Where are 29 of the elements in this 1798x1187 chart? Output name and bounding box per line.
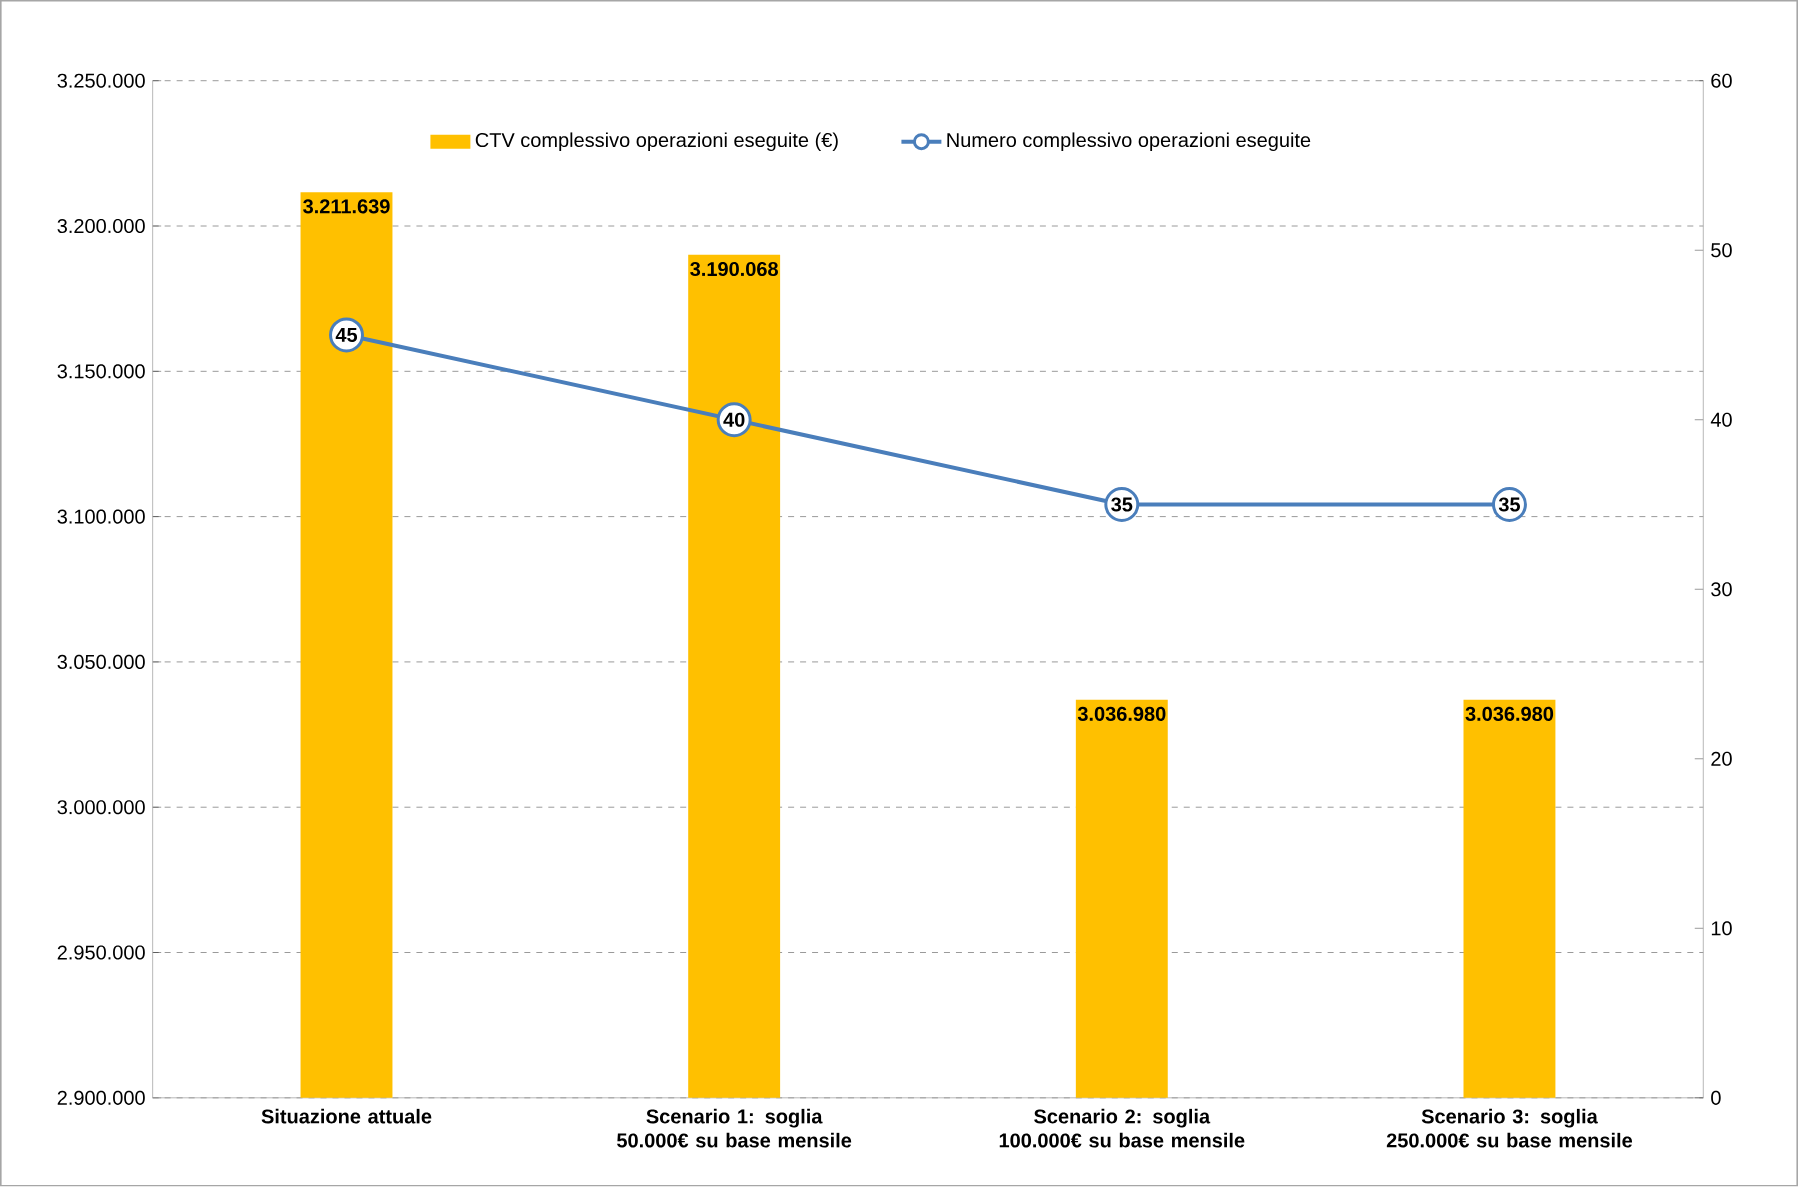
y2-tick-label: 60	[1711, 73, 1732, 89]
data-label: 35	[1498, 497, 1521, 512]
y-tick-label: 2.900.000	[57, 1090, 145, 1106]
y2-tick-label: 0	[1711, 1090, 1721, 1106]
y-tick-label: 3.100.000	[57, 509, 145, 524]
x-tick-label: Scenario 2: soglia 100.000€ su base mensile	[999, 1109, 1245, 1148]
x-tick-label: Situazione attuale	[261, 1109, 432, 1124]
data-label: 40	[723, 412, 745, 428]
data-label: 3.036.980	[1465, 707, 1554, 722]
data-label: 3.211.639	[303, 199, 390, 214]
data-label: 3.190.068	[690, 262, 778, 277]
y2-tick-label: 40	[1710, 412, 1732, 428]
y2-tick-label: 20	[1711, 751, 1732, 767]
x-tick-label: Scenario 3: soglia 250.000€ su base mensile	[1386, 1109, 1633, 1148]
legend-label: CTV complessivo operazioni eseguite (€)	[475, 132, 838, 152]
y-tick-label: 3.000.000	[57, 800, 145, 815]
y-tick-label: 3.250.000	[57, 73, 145, 89]
x-tick-label: Scenario 1: soglia 50.000€ su base mensile	[617, 1109, 852, 1148]
data-label: 35	[1111, 497, 1133, 512]
data-label: 45	[335, 328, 358, 343]
y-tick-label: 3.050.000	[57, 655, 145, 670]
y2-tick-label: 10	[1711, 921, 1732, 936]
y-tick-label: 3.150.000	[57, 364, 145, 379]
legend-label: Numero complessivo operazioni eseguite	[947, 132, 1311, 152]
y-tick-label: 2.950.000	[57, 945, 145, 960]
y2-tick-label: 30	[1711, 582, 1732, 597]
y2-tick-label: 50	[1711, 243, 1732, 258]
data-label: 3.036.980	[1077, 707, 1166, 722]
y-tick-label: 3.200.000	[57, 219, 145, 234]
